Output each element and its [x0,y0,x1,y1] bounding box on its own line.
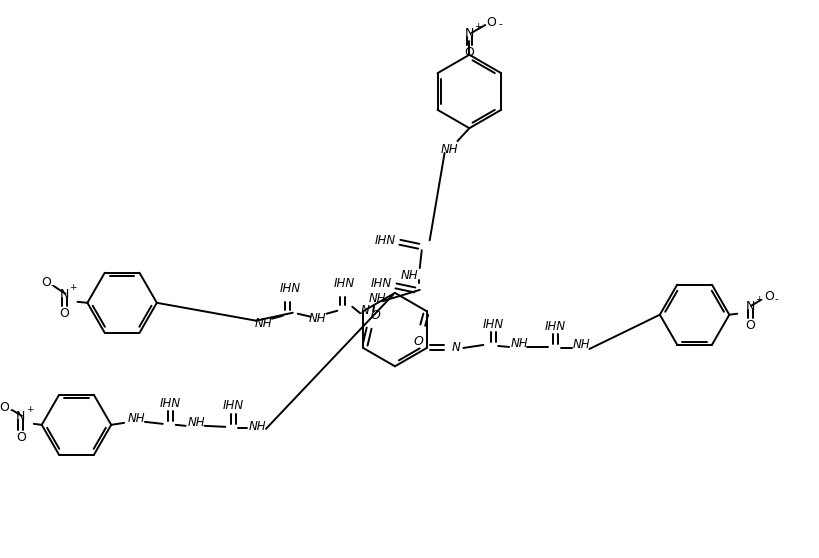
Text: NH: NH [254,317,271,330]
Text: +: + [26,405,34,414]
Text: NH: NH [400,268,419,282]
Text: IHN: IHN [333,277,355,291]
Text: N: N [464,27,473,40]
Text: NH: NH [309,312,326,325]
Text: IHN: IHN [223,400,243,412]
Text: -: - [497,19,501,29]
Text: O: O [763,290,773,304]
Text: +: + [473,22,482,31]
Text: IHN: IHN [482,318,503,331]
Text: +: + [70,283,77,292]
Text: IHN: IHN [545,320,566,333]
Text: O: O [60,307,70,320]
Text: NH: NH [368,292,386,305]
Text: NH: NH [440,142,458,156]
Text: +: + [754,295,762,304]
Text: O: O [464,46,473,59]
Text: N: N [360,304,369,317]
Text: O: O [369,309,379,322]
Text: N: N [744,300,754,313]
Text: NH: NH [509,338,527,350]
Text: O: O [486,16,495,28]
Text: NH: NH [188,416,205,429]
Text: N: N [60,288,69,301]
Text: IHN: IHN [374,234,395,247]
Text: IHN: IHN [370,277,391,291]
Text: -: - [774,294,778,304]
Text: N: N [16,411,25,424]
Text: O: O [0,401,9,415]
Text: O: O [414,334,423,348]
Text: -: - [9,405,13,415]
Text: NH: NH [127,412,145,425]
Text: NH: NH [572,339,590,352]
Text: N: N [451,341,460,354]
Text: O: O [41,276,51,290]
Text: O: O [16,431,26,444]
Text: -: - [51,280,54,290]
Text: NH: NH [248,420,265,434]
Text: O: O [744,319,754,332]
Text: IHN: IHN [279,282,300,295]
Text: IHN: IHN [160,397,181,410]
